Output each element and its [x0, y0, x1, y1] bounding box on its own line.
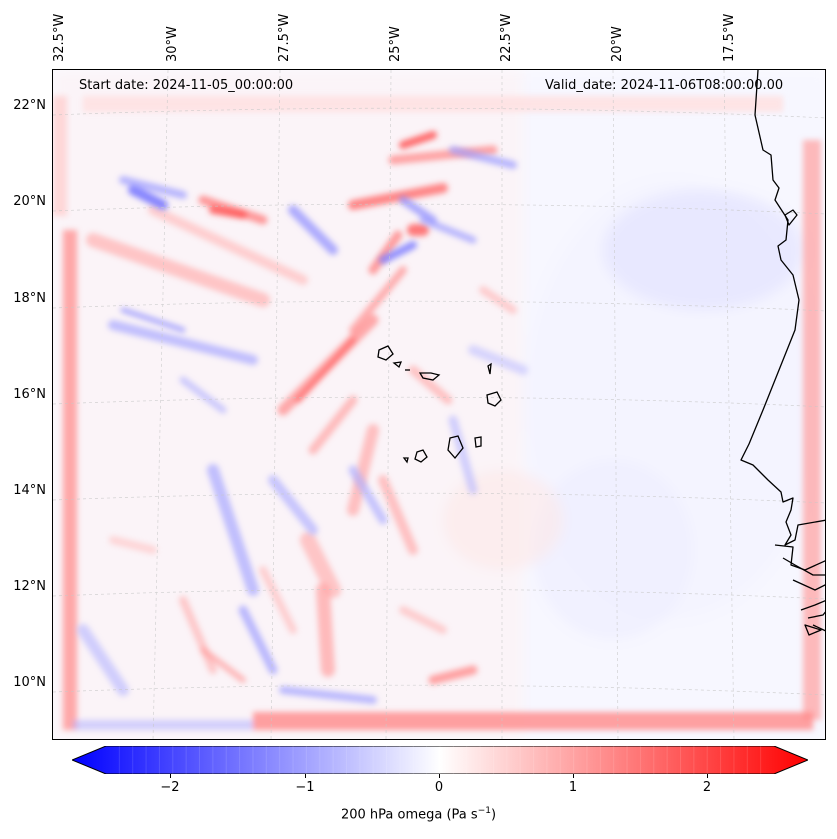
colorbar-units: Pa s: [451, 807, 478, 823]
lat-label-18n: 18°N: [13, 291, 46, 306]
island-santo-antao: [377, 345, 394, 361]
lat-label-14n: 14°N: [13, 483, 46, 498]
graticule: [53, 70, 825, 739]
valid-date-label: Valid_date: 2024-11-06T08:00:00.00: [545, 78, 784, 93]
colorbar-tick-label: 1: [568, 780, 578, 795]
colorbar-tickmark: [305, 774, 306, 778]
island-boa-vista: [486, 391, 502, 407]
island-sao-vicente: [392, 361, 403, 369]
start-date-label: Start date: 2024-11-05_00:00:00: [79, 78, 294, 93]
lat-label-20n: 20°N: [13, 194, 46, 209]
lon-label-32-5w: 32.5°W: [52, 13, 67, 62]
lon-label-22-5w: 22.5°W: [499, 13, 514, 62]
island-brava: [402, 457, 409, 464]
island-santiago: [447, 435, 464, 460]
lat-label-22n: 22°N: [13, 98, 46, 113]
colorbar: [72, 746, 808, 774]
colorbar-tickmark: [707, 774, 708, 778]
island-sao-nicolau: [418, 372, 441, 381]
colorbar-tickmark: [439, 774, 440, 778]
cape-verde-islands: [377, 345, 502, 464]
lon-label-25w: 25°W: [388, 26, 403, 62]
omega-field-background: [53, 70, 825, 739]
lat-label-10n: 10°N: [13, 675, 46, 690]
positive-omega-streaks: [86, 131, 517, 685]
colorbar-variable: 200 hPa omega: [340, 807, 443, 823]
colorbar-tick-label: −1: [295, 780, 315, 795]
lon-label-17-5w: 17.5°W: [722, 13, 737, 62]
omega-field-map: [53, 70, 825, 739]
island-fogo: [414, 449, 428, 463]
colorbar-tick-label: −2: [160, 780, 180, 795]
colorbar-body: [72, 746, 808, 774]
lon-label-27-5w: 27.5°W: [277, 13, 292, 62]
island-sal: [487, 362, 492, 375]
colorbar-tick-label: 2: [702, 780, 712, 795]
coastline: [740, 70, 825, 636]
lat-label-12n: 12°N: [13, 579, 46, 594]
negative-omega-streaks: [77, 146, 528, 704]
island-maio: [474, 436, 482, 448]
map-panel: [52, 69, 826, 740]
colorbar-label: 200 hPa omega (Pa s−1): [340, 806, 497, 823]
colorbar-units-exponent: −1: [477, 806, 491, 816]
colorbar-tickmark: [573, 774, 574, 778]
lon-label-30w: 30°W: [165, 26, 180, 62]
boundary-artifacts: [53, 96, 821, 730]
colorbar-tick-label: 0: [434, 780, 444, 795]
lat-label-16n: 16°N: [13, 387, 46, 402]
lon-label-20w: 20°W: [610, 26, 625, 62]
colorbar-tickmark: [170, 774, 171, 778]
colorbar-steps: [118, 746, 762, 774]
